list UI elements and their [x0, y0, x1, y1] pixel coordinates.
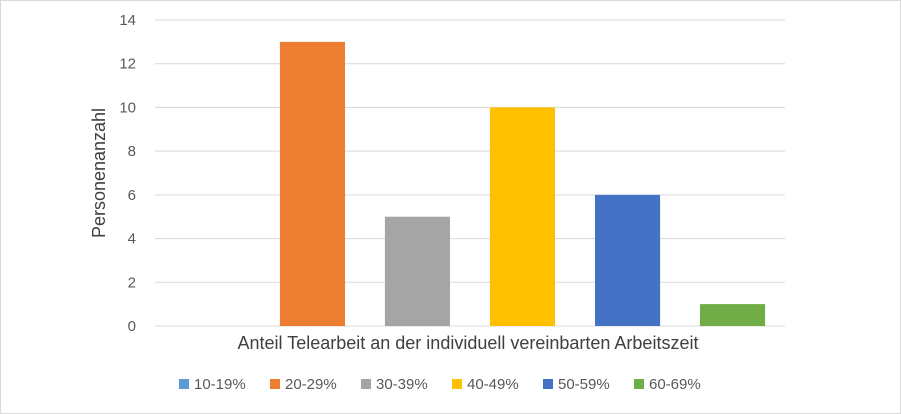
- legend: 10-19% 20-29% 30-39% 40-49% 50-59% 60-69%: [179, 376, 701, 393]
- bar-20-29pct: [279, 41, 345, 327]
- legend-label: 10-19%: [194, 376, 246, 393]
- legend-swatch: [270, 379, 280, 389]
- y-tick-label: 2: [128, 274, 136, 291]
- y-axis-ticks: 0 2 4 6 8 10 12 14: [119, 12, 136, 335]
- legend-label: 30-39%: [376, 376, 428, 393]
- legend-label: 60-69%: [649, 376, 701, 393]
- legend-label: 50-59%: [558, 376, 610, 393]
- y-tick-label: 4: [128, 231, 136, 248]
- y-tick-label: 6: [128, 187, 136, 204]
- bar-50-59pct: [595, 194, 661, 326]
- y-tick-label: 8: [128, 143, 136, 160]
- y-tick-label: 0: [128, 318, 136, 335]
- legend-swatch: [634, 379, 644, 389]
- y-tick-label: 14: [119, 12, 136, 29]
- legend-swatch: [361, 379, 371, 389]
- bar-40-49pct: [489, 107, 555, 327]
- y-tick-label: 12: [119, 56, 136, 73]
- legend-swatch: [452, 379, 462, 389]
- x-axis-label: Anteil Telearbeit an der individuell ver…: [238, 333, 699, 353]
- legend-swatch: [543, 379, 553, 389]
- gridlines: [155, 19, 785, 327]
- bars: [279, 41, 766, 327]
- bar-60-69pct: [700, 304, 766, 326]
- bar-30-39pct: [384, 216, 450, 326]
- y-tick-label: 10: [119, 99, 136, 116]
- legend-label: 20-29%: [285, 376, 337, 393]
- legend-swatch: [179, 379, 189, 389]
- legend-label: 40-49%: [467, 376, 519, 393]
- y-axis-label: Personenanzahl: [89, 108, 109, 238]
